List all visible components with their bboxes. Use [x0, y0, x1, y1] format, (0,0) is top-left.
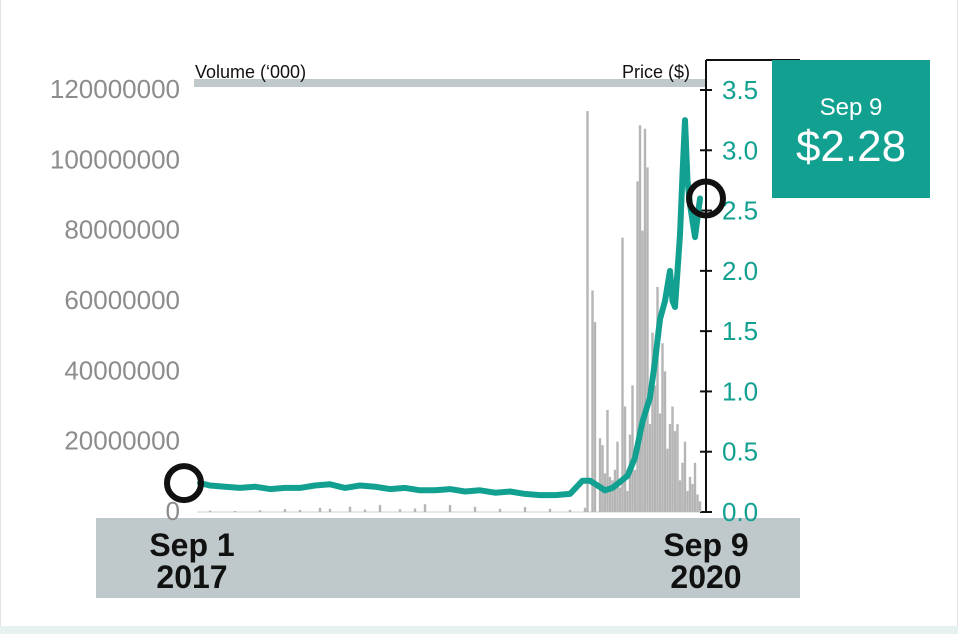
- volume-bar: [651, 332, 654, 512]
- volume-bar: [696, 494, 699, 512]
- volume-bar: [671, 406, 674, 512]
- volume-tick-label: 100000000: [50, 144, 180, 174]
- volume-tick-label: 40000000: [64, 355, 180, 385]
- volume-bar: [663, 371, 667, 512]
- volume-tick-label: 60000000: [64, 285, 180, 315]
- volume-bar: [658, 413, 662, 512]
- volume-axis-ticks: 0 20000000 40000000 60000000 80000000 1000000…: [50, 74, 180, 526]
- volume-bar: [621, 237, 624, 512]
- volume-bar: [523, 507, 527, 512]
- volume-bar: [413, 508, 417, 512]
- volume-bar: [608, 476, 612, 512]
- volume-bar: [618, 487, 622, 512]
- volume-bar: [656, 286, 659, 512]
- price-tick-label: 3.5: [722, 75, 758, 105]
- volume-bar: [283, 509, 287, 512]
- price-tick-label: 1.5: [722, 316, 758, 346]
- volume-bar: [631, 385, 634, 512]
- volume-bar: [583, 507, 587, 512]
- volume-bar: [683, 441, 687, 512]
- volume-bar: [626, 490, 629, 512]
- price-tick-label: 0.0: [722, 497, 758, 527]
- volume-bar: [646, 167, 649, 512]
- volume-bar: [233, 510, 237, 512]
- price-tick-label: 2.0: [722, 256, 758, 286]
- end-marker-icon: [686, 178, 726, 219]
- volume-bar: [586, 111, 589, 512]
- volume-bar: [633, 469, 637, 512]
- price-axis-title: Price ($): [622, 62, 690, 82]
- volume-bar: [643, 128, 647, 512]
- volume-bar: [641, 230, 644, 512]
- start-marker-icon: [164, 463, 204, 504]
- volume-bar: [363, 509, 367, 512]
- end-date-label: Sep 9: [663, 527, 748, 563]
- x-axis-band: [96, 518, 800, 598]
- volume-bar: [616, 441, 619, 512]
- volume-bar: [613, 469, 617, 512]
- volume-axis-title: Volume (‘000): [195, 62, 306, 82]
- volume-bar: [591, 290, 594, 512]
- volume-bar: [328, 508, 332, 512]
- volume-tick-label: 20000000: [64, 426, 180, 456]
- volume-bar: [348, 506, 352, 512]
- volume-bar: [686, 490, 689, 512]
- volume-bar: [673, 431, 677, 512]
- volume-bar: [548, 508, 552, 512]
- end-year-label: 2020: [670, 559, 741, 595]
- volume-bar: [693, 462, 697, 512]
- volume-bar: [568, 509, 572, 512]
- volume-bar: [668, 424, 672, 512]
- price-line: [197, 117, 703, 499]
- volume-bar: [623, 406, 627, 512]
- latest-price-callout: Sep 9 $2.28: [772, 60, 930, 198]
- start-date-label: Sep 1: [149, 527, 234, 563]
- volume-bar: [498, 508, 502, 512]
- frame-left-rule: [0, 0, 1, 626]
- volume-tick-label: 80000000: [64, 215, 180, 245]
- start-year-label: 2017: [156, 559, 227, 595]
- volume-bar: [681, 462, 684, 512]
- callout-price: $2.28: [795, 122, 907, 171]
- volume-bar: [606, 410, 609, 512]
- volume-bar: [611, 480, 614, 512]
- volume-bar: [676, 424, 679, 512]
- volume-bar: [653, 385, 657, 512]
- volume-bar: [648, 424, 652, 512]
- price-tick-label: 2.5: [722, 196, 758, 226]
- volume-bar: [423, 504, 427, 512]
- volume-bar: [666, 448, 669, 512]
- volume-bar: [691, 483, 694, 512]
- volume-bar: [208, 510, 212, 512]
- price-tick-label: 0.5: [722, 437, 758, 467]
- volume-bar: [636, 181, 639, 512]
- volume-bar: [661, 343, 664, 512]
- volume-bar: [318, 507, 322, 512]
- volume-bar: [258, 510, 262, 512]
- volume-bar: [598, 438, 602, 512]
- volume-bar: [601, 445, 604, 512]
- volume-tick-label: 0: [166, 496, 180, 526]
- callout-date: Sep 9: [819, 94, 883, 121]
- volume-bar: [473, 506, 477, 512]
- volume-bars: [208, 111, 702, 513]
- volume-bar: [688, 476, 692, 512]
- price-axis-ticks: 0.0 0.5 1.0 1.5 2.0 2.5 3.0 3.5: [700, 75, 758, 527]
- price-tick-label: 3.0: [722, 135, 758, 165]
- volume-bar: [593, 322, 597, 512]
- volume-bar: [678, 480, 682, 512]
- volume-bar: [298, 509, 302, 512]
- volume-bar: [398, 509, 402, 512]
- volume-bar: [378, 504, 382, 512]
- price-tick-label: 1.0: [722, 376, 758, 406]
- volume-bar: [698, 501, 702, 512]
- bottom-strip: [0, 626, 958, 634]
- volume-tick-label: 120000000: [50, 74, 180, 104]
- volume-bar: [638, 125, 642, 513]
- top-band: [194, 79, 706, 87]
- volume-bar: [448, 504, 452, 512]
